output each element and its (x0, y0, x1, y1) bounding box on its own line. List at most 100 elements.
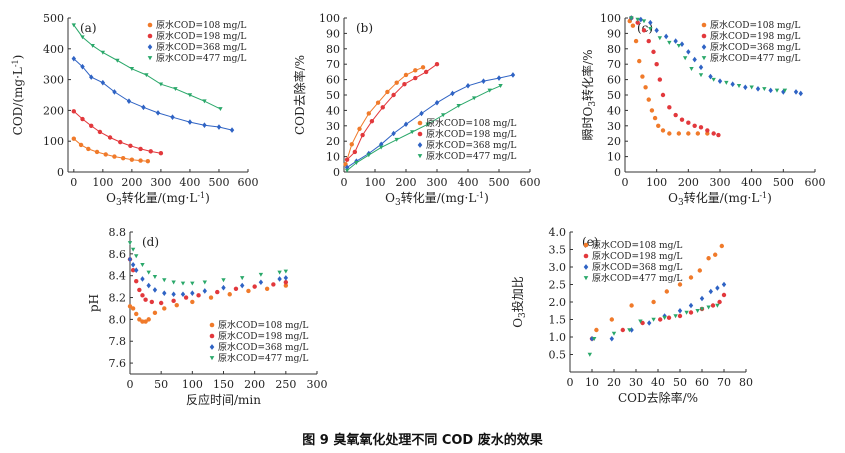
data-point (692, 56, 697, 63)
data-point (654, 61, 659, 67)
y-tick-label: 2.0 (549, 296, 567, 309)
data-point (643, 85, 648, 90)
data-point (141, 104, 146, 111)
legend-marker (209, 356, 215, 361)
legend-label: 原水COD=108 mg/L (592, 239, 682, 251)
data-point (640, 320, 645, 326)
series-1 (627, 18, 710, 136)
data-point (80, 63, 85, 70)
data-point (594, 327, 599, 333)
y-tick-label: 2.5 (549, 279, 567, 292)
x-tick-label: 10 (585, 376, 599, 389)
x-tick-label: 600 (520, 176, 541, 189)
data-point (134, 267, 139, 274)
data-point (721, 292, 727, 298)
data-point (635, 20, 640, 25)
y-tick-label: 40 (326, 104, 340, 117)
data-point (679, 41, 685, 47)
data-point (240, 282, 245, 289)
data-point (717, 78, 723, 84)
legend-marker (209, 333, 215, 339)
data-point (100, 50, 106, 55)
series-2 (589, 292, 727, 341)
data-point (755, 86, 761, 92)
x-tick-label: 200 (678, 176, 699, 189)
x-tick-label: 100 (92, 176, 113, 189)
data-point (229, 127, 235, 133)
data-point (379, 145, 384, 150)
legend-label: 原水COD=368 mg/L (426, 139, 516, 151)
series-4 (587, 303, 720, 357)
legend-marker (417, 131, 423, 137)
legend-label: 原水COD=477 mg/L (710, 52, 800, 64)
data-point (699, 307, 705, 312)
data-point (686, 131, 691, 136)
x-tick-label: 80 (739, 376, 753, 389)
data-point (450, 90, 455, 97)
data-point (152, 275, 158, 279)
data-point (630, 23, 636, 28)
legend-marker (701, 33, 707, 39)
fit-line (345, 66, 424, 165)
x-tick-label: 40 (651, 376, 665, 389)
data-point (394, 137, 399, 142)
data-point (657, 77, 663, 82)
y-tick-label: 90 (326, 27, 340, 40)
data-point (277, 270, 282, 275)
x-tick-label: 100 (365, 176, 386, 189)
data-point (134, 254, 139, 259)
panel-label: (c) (637, 21, 653, 35)
data-point (107, 135, 113, 140)
data-point (682, 56, 688, 61)
data-point (662, 315, 667, 320)
fit-line (346, 85, 501, 171)
legend-label: 原水COD=108 mg/L (426, 117, 516, 129)
data-point (647, 320, 652, 326)
data-point (677, 307, 683, 314)
data-point (152, 287, 158, 293)
y-tick-label: 1.5 (549, 314, 567, 327)
x-tick-label: 60 (695, 376, 709, 389)
data-point (152, 310, 158, 316)
data-point (283, 275, 289, 281)
data-point (420, 65, 426, 70)
x-tick-label: 150 (213, 378, 234, 391)
data-point (688, 275, 694, 280)
data-point (664, 289, 669, 294)
data-point (158, 82, 164, 87)
x-tick-label: 300 (150, 176, 171, 189)
data-point (708, 288, 713, 295)
legend-label: 原水COD=198 mg/L (710, 30, 800, 42)
data-point (706, 256, 711, 261)
legend-marker (209, 322, 215, 328)
y-axis-label: COD去除率/% (292, 55, 307, 135)
y-axis-label: 瞬时O3​转化率/% (580, 49, 598, 140)
y-tick-label: 100 (43, 135, 64, 148)
data-point (719, 243, 724, 249)
data-point (676, 43, 682, 48)
data-point (145, 159, 151, 164)
data-point (202, 288, 207, 294)
data-point (793, 89, 799, 95)
data-point (648, 27, 653, 31)
y-tick-label: 8.2 (109, 292, 127, 305)
data-point (366, 111, 371, 116)
series-4 (344, 84, 503, 173)
legend-marker (209, 344, 215, 350)
data-point (768, 87, 773, 94)
x-tick-label: 70 (717, 376, 731, 389)
data-point (736, 84, 742, 88)
y-tick-label: 8.4 (109, 270, 127, 283)
data-point (140, 293, 145, 298)
data-point (71, 136, 77, 141)
data-point (283, 269, 289, 274)
data-point (648, 19, 653, 26)
data-point (651, 299, 656, 305)
data-point (403, 121, 409, 128)
data-point (391, 130, 396, 137)
data-point (410, 130, 415, 135)
data-point (637, 58, 642, 64)
x-axis-label: O3​转化量/(mg·L-1​) (668, 190, 772, 208)
data-point (171, 291, 176, 298)
